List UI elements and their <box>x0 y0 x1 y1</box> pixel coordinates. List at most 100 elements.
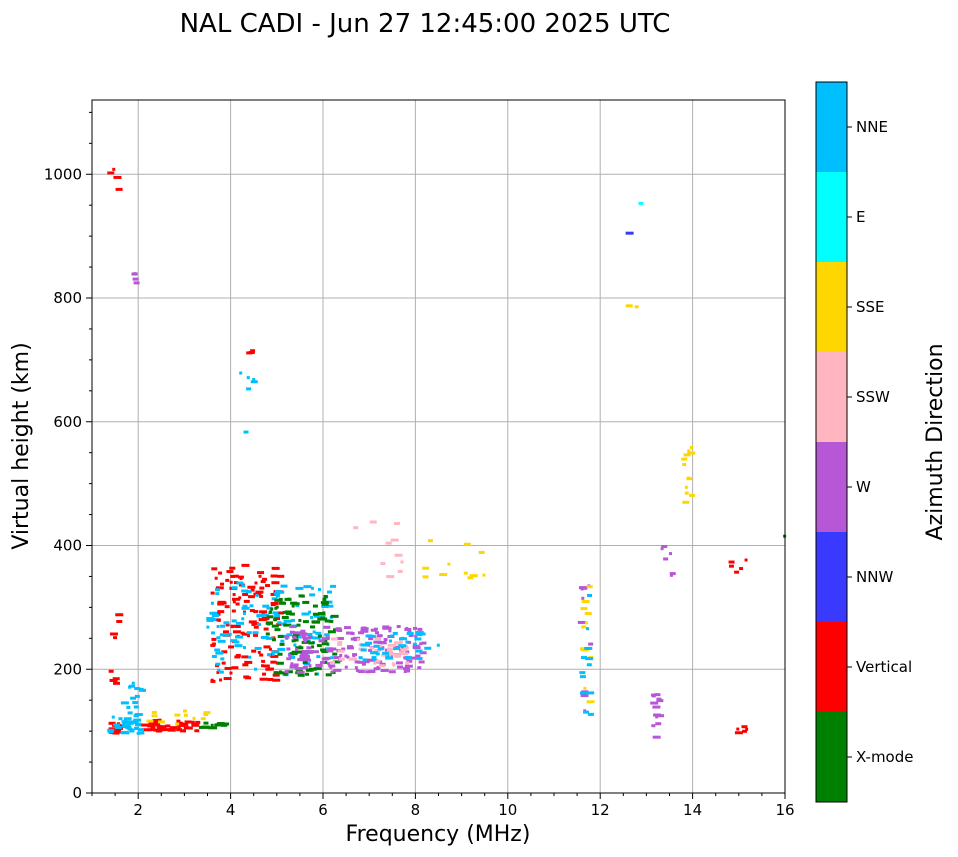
data-point <box>233 581 238 585</box>
data-point <box>223 621 230 625</box>
data-point <box>169 726 178 730</box>
data-point <box>322 611 326 615</box>
data-point <box>403 670 407 674</box>
data-point <box>214 723 223 727</box>
data-point <box>326 649 334 653</box>
data-point <box>332 652 338 656</box>
data-point <box>406 640 411 644</box>
colorbar-label: Azimuth Direction <box>923 343 948 540</box>
data-point <box>337 649 345 653</box>
data-point <box>415 631 419 635</box>
data-point <box>375 652 380 656</box>
data-point <box>353 636 361 640</box>
data-point <box>686 476 690 480</box>
data-point <box>363 627 367 631</box>
data-point <box>123 717 128 721</box>
data-point <box>357 670 365 674</box>
data-point <box>310 650 319 654</box>
data-point <box>373 661 377 665</box>
data-point <box>404 627 412 631</box>
data-point <box>134 694 140 698</box>
data-point <box>282 610 286 614</box>
data-point <box>247 634 251 638</box>
data-point <box>234 655 241 659</box>
data-point <box>272 673 280 677</box>
data-point <box>386 575 395 579</box>
data-point <box>728 560 735 564</box>
data-point <box>286 633 293 637</box>
data-point <box>303 639 307 643</box>
data-point <box>133 281 140 285</box>
data-point <box>417 627 423 631</box>
data-point <box>217 618 221 622</box>
colorbar-segment <box>816 532 847 622</box>
data-point <box>236 621 245 625</box>
data-point <box>325 673 332 677</box>
data-point <box>376 665 381 669</box>
data-point <box>232 630 241 634</box>
data-point <box>253 633 259 637</box>
data-point <box>323 660 328 664</box>
data-point <box>403 667 411 671</box>
data-point <box>284 670 289 674</box>
data-point <box>253 610 259 614</box>
x-tick-label: 12 <box>591 801 610 819</box>
data-point <box>128 684 135 688</box>
data-point <box>270 607 274 611</box>
data-point <box>419 651 427 655</box>
data-point <box>115 728 122 732</box>
data-point <box>406 659 413 663</box>
data-point <box>218 571 223 575</box>
data-point <box>286 647 291 651</box>
data-point <box>403 646 409 650</box>
data-point <box>278 597 283 601</box>
data-point <box>365 641 373 645</box>
data-point <box>210 591 215 595</box>
data-point <box>132 277 139 281</box>
data-point <box>242 604 248 608</box>
data-point <box>669 552 673 556</box>
data-point <box>235 635 244 639</box>
data-point <box>330 584 337 588</box>
data-point <box>306 646 312 650</box>
data-point <box>191 723 200 727</box>
data-point <box>344 665 348 669</box>
data-point <box>122 725 127 729</box>
data-point <box>113 636 118 640</box>
data-point <box>230 624 238 628</box>
data-point <box>151 710 157 714</box>
data-point <box>339 653 343 657</box>
data-point <box>125 726 132 730</box>
data-point <box>292 635 297 639</box>
data-point <box>346 631 354 635</box>
data-point <box>363 658 370 662</box>
data-point <box>270 603 276 607</box>
data-point <box>288 653 292 657</box>
data-point <box>247 585 256 589</box>
data-point <box>301 612 310 616</box>
data-point <box>211 637 217 641</box>
data-point <box>369 646 375 650</box>
data-point <box>150 725 156 729</box>
data-point <box>280 601 285 605</box>
data-point <box>580 586 588 590</box>
data-point <box>120 701 129 705</box>
data-point <box>203 711 211 715</box>
data-point <box>414 637 422 641</box>
data-point <box>158 725 167 729</box>
data-point <box>683 453 691 457</box>
data-point <box>151 714 158 718</box>
data-point <box>283 623 292 627</box>
data-point <box>262 577 268 581</box>
data-point <box>310 615 314 619</box>
data-point <box>296 670 305 674</box>
data-point <box>108 721 116 725</box>
data-point <box>252 631 259 635</box>
data-point <box>225 578 230 582</box>
colorbar: X-mode Vertical NNW W SSW SSE E NNE <box>815 81 913 803</box>
data-point <box>300 652 309 656</box>
data-point <box>258 618 267 622</box>
data-point <box>249 604 254 608</box>
data-point <box>241 655 249 659</box>
data-point <box>242 592 249 596</box>
